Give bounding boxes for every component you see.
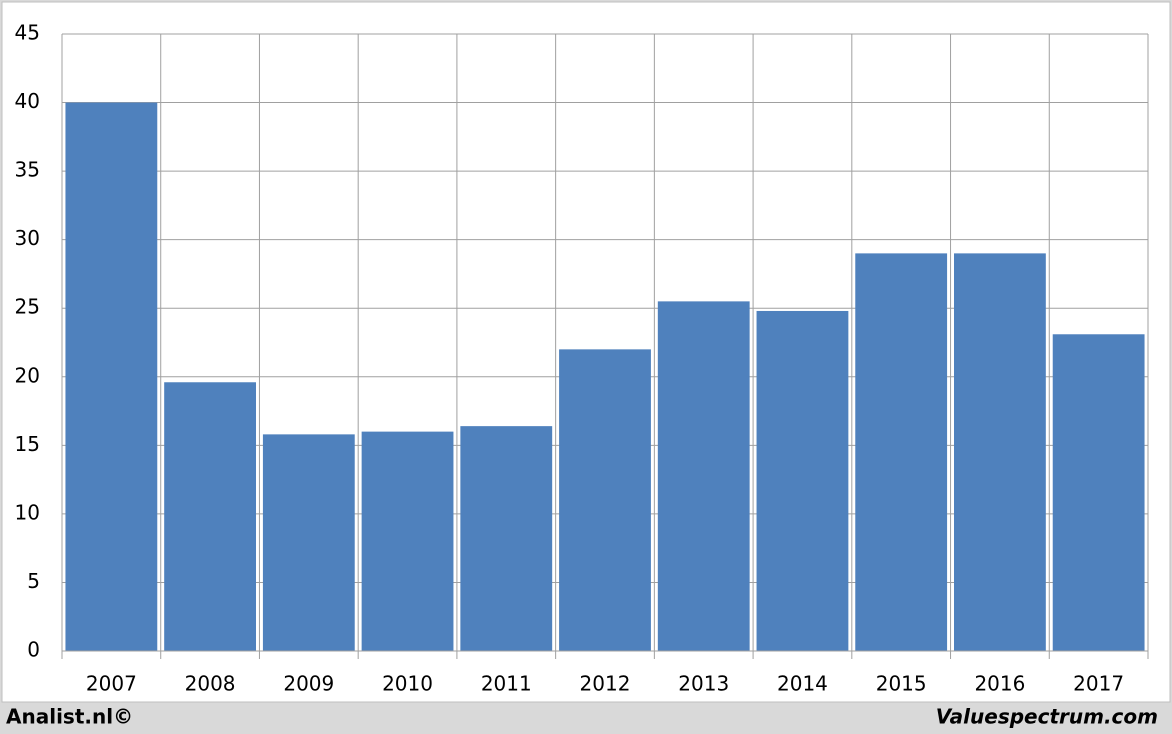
y-tick-label: 30 xyxy=(15,226,40,250)
y-tick-label: 0 xyxy=(27,638,40,662)
x-tick-label: 2014 xyxy=(777,672,828,696)
x-tick-label: 2016 xyxy=(974,672,1025,696)
y-tick-label: 20 xyxy=(15,363,40,387)
bar xyxy=(954,253,1046,651)
x-tick-label: 2007 xyxy=(86,672,137,696)
y-tick-label: 5 xyxy=(27,569,40,593)
x-tick-label: 2008 xyxy=(185,672,236,696)
bar xyxy=(262,434,355,651)
x-tick-label: 2012 xyxy=(580,672,631,696)
footer-right: Valuespectrum.com xyxy=(936,705,1158,729)
y-tick-label: 35 xyxy=(15,158,40,182)
x-tick-label: 2015 xyxy=(876,672,927,696)
x-tick-label: 2013 xyxy=(678,672,729,696)
y-tick-label: 10 xyxy=(15,500,40,524)
y-tick-label: 40 xyxy=(15,89,40,113)
y-tick-label: 15 xyxy=(15,432,40,456)
bar xyxy=(460,426,553,651)
bar xyxy=(657,301,750,651)
y-tick-label: 25 xyxy=(15,295,40,319)
x-tick-label: 2009 xyxy=(283,672,334,696)
bar xyxy=(65,102,158,652)
x-tick-label: 2017 xyxy=(1073,672,1124,696)
footer-left: Analist.nl© xyxy=(6,705,133,729)
bar xyxy=(361,431,454,651)
bar xyxy=(855,253,948,651)
bar xyxy=(164,382,256,651)
bar xyxy=(1052,334,1145,651)
bar xyxy=(756,310,849,651)
y-tick-label: 45 xyxy=(15,21,40,45)
bar xyxy=(559,349,651,651)
x-tick-label: 2011 xyxy=(481,672,532,696)
x-tick-label: 2010 xyxy=(382,672,433,696)
